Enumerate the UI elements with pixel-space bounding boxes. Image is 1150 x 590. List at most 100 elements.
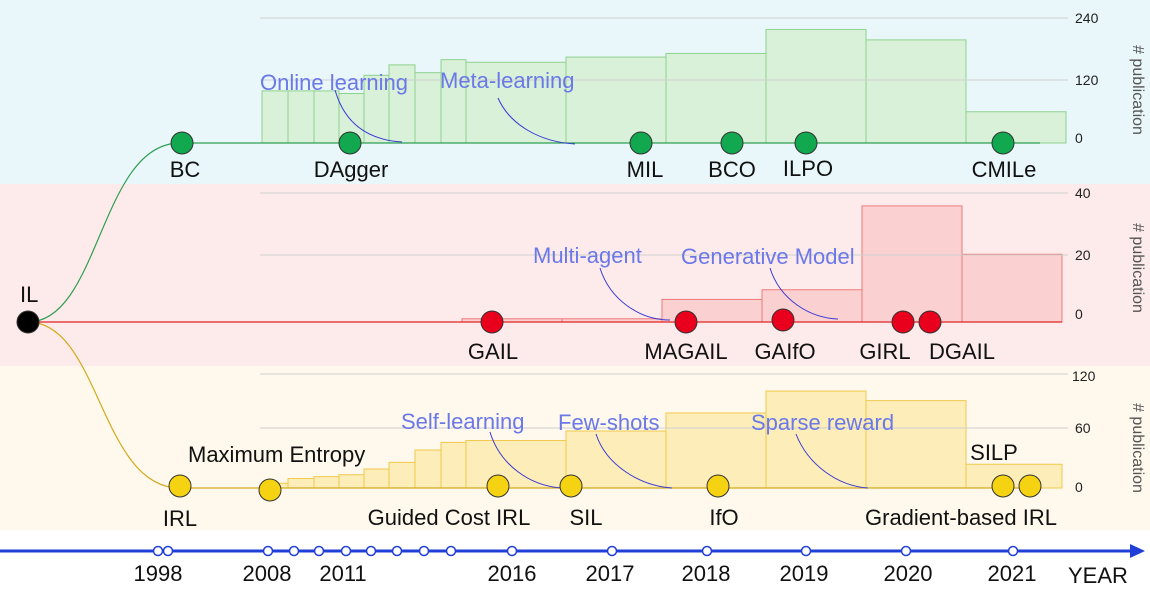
root-node-il[interactable]: [16, 310, 40, 334]
histogram-bar: [363, 468, 390, 489]
timeline-marker: [340, 545, 352, 557]
bc-tick-zero: 0: [1075, 130, 1083, 146]
gridlines: [260, 17, 1068, 429]
label-sil: SIL: [569, 505, 602, 530]
label-magail: MAGAIL: [644, 339, 727, 364]
timeline-marker: [506, 545, 518, 557]
histogram-bar: [287, 90, 315, 144]
node-gaifo[interactable]: [771, 308, 795, 332]
node-magail[interactable]: [674, 310, 698, 334]
label-ifo: IfO: [709, 505, 738, 530]
irl-method-nodes: [168, 474, 1042, 502]
node-bco[interactable]: [720, 131, 744, 155]
node-ifo[interactable]: [706, 474, 730, 498]
histogram-bar: [287, 478, 315, 489]
node-silp[interactable]: [991, 474, 1015, 498]
node-irl[interactable]: [168, 474, 192, 498]
timeline-marker: [418, 545, 430, 557]
year-label: 2016: [488, 561, 537, 586]
gail-method-nodes: [480, 308, 942, 334]
histogram-bar: [861, 205, 963, 323]
node-sil[interactable]: [559, 474, 583, 498]
label-dgail: DGAIL: [929, 339, 995, 364]
node-maximum-entropy[interactable]: [258, 478, 282, 502]
label-bc: BC: [170, 157, 201, 182]
timeline-marker: [800, 545, 812, 557]
timeline-marker: [1007, 545, 1019, 557]
label-guided-cost-irl: Guided Cost IRL: [368, 505, 531, 530]
histogram-bar: [388, 461, 416, 489]
label-gaifo: GAIfO: [754, 339, 815, 364]
irl-tick-top: 120: [1072, 368, 1096, 384]
histogram-bar: [313, 476, 340, 489]
node-ilpo[interactable]: [794, 131, 818, 155]
year-timeline: 1998 2008 2011 2016 2017 2018 2019 2020 …: [0, 544, 1145, 588]
topic-meta-learning: Meta-learning: [440, 68, 575, 93]
node-dagger[interactable]: [338, 131, 362, 155]
histogram-bar: [665, 52, 767, 144]
histogram-bar: [765, 390, 867, 489]
bc-y-axis-label: # publication: [1129, 45, 1146, 135]
histogram-bar: [765, 28, 867, 144]
histogram-bar: [961, 253, 1063, 323]
timeline-marker: [701, 545, 713, 557]
gail-method-labels: GAIL MAGAIL GAIfO GIRL DGAIL: [468, 339, 995, 364]
label-ilpo: ILPO: [783, 156, 833, 181]
histogram-bar: [261, 90, 289, 144]
label-girl: GIRL: [859, 339, 910, 364]
node-gail[interactable]: [480, 310, 504, 334]
label-silp: SILP: [970, 440, 1018, 465]
node-dgail[interactable]: [918, 310, 942, 334]
label-mil: MIL: [627, 157, 664, 182]
sparse-reward-callout: [795, 433, 869, 489]
histogram-bar: [565, 430, 667, 489]
label-bco: BCO: [708, 157, 756, 182]
gail-axis-ticks: 40 20 0: [1075, 185, 1091, 322]
timeline-markers: [152, 545, 1019, 557]
label-dagger: DAgger: [314, 157, 389, 182]
gail-tick-zero: 0: [1075, 306, 1083, 322]
year-labels: 1998 2008 2011 2016 2017 2018 2019 2020 …: [134, 561, 1037, 586]
timeline-marker: [262, 545, 274, 557]
histogram-bar: [465, 61, 567, 144]
few-shots-callout: [595, 433, 673, 489]
timeline-marker: [365, 545, 377, 557]
histogram-bar: [414, 72, 442, 144]
topic-generative-model: Generative Model: [681, 244, 855, 269]
node-girl[interactable]: [891, 310, 915, 334]
multi-agent-callout: [599, 267, 671, 321]
timeline-marker: [162, 545, 174, 557]
histogram-bar: [565, 56, 667, 144]
irl-tick-mid: 60: [1075, 420, 1091, 436]
histogram-bar: [965, 111, 1067, 144]
node-cmile[interactable]: [991, 131, 1015, 155]
year-label: 1998: [134, 561, 183, 586]
histogram-bar: [865, 400, 967, 489]
timeline-marker: [606, 545, 618, 557]
label-gail: GAIL: [468, 339, 518, 364]
irl-topic-labels: Self-learning Few-shots Sparse reward: [401, 409, 894, 435]
meta-learning-callout: [497, 97, 576, 145]
gail-tick-top: 40: [1075, 185, 1091, 201]
bc-axis-ticks: 240 120 0: [1075, 10, 1099, 146]
node-guided-cost-irl[interactable]: [486, 474, 510, 498]
label-gradient-based-irl: Gradient-based IRL: [865, 505, 1057, 530]
histogram-bar: [865, 39, 967, 144]
timeline-marker: [391, 545, 403, 557]
bc-method-nodes: [170, 131, 1015, 155]
node-mil[interactable]: [629, 131, 653, 155]
gail-y-axis-label: # publication: [1129, 223, 1146, 313]
timeline-marker: [288, 545, 300, 557]
label-irl: IRL: [163, 506, 197, 531]
histogram-bar: [338, 474, 365, 489]
year-label: 2021: [988, 561, 1037, 586]
irl-y-axis-label: # publication: [1129, 403, 1146, 493]
timeline-marker: [313, 545, 325, 557]
node-gradient-based-irl[interactable]: [1018, 474, 1042, 498]
topic-self-learning: Self-learning: [401, 409, 525, 434]
label-maximum-entropy: Maximum Entropy: [188, 442, 365, 467]
online-learning-callout: [334, 89, 403, 143]
year-label: 2011: [319, 561, 366, 586]
node-bc[interactable]: [170, 131, 194, 155]
